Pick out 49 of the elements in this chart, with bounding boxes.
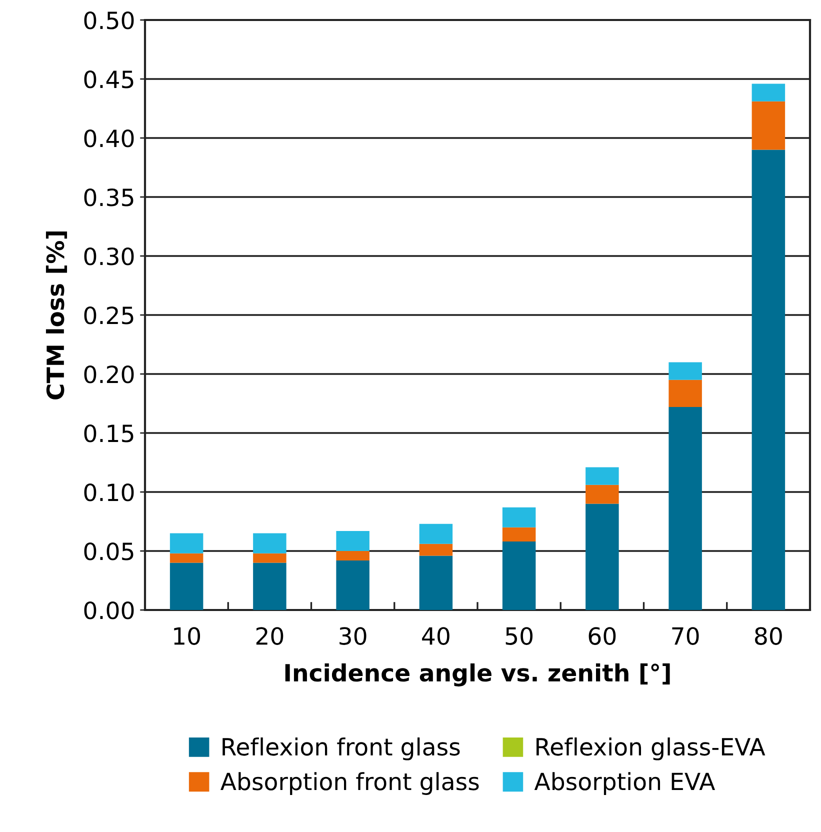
- bar: [668, 362, 702, 380]
- bar: [253, 562, 286, 610]
- x-tick-label: 70: [672, 627, 699, 645]
- bar: [752, 101, 786, 150]
- y-tick-label: 0.50: [84, 11, 134, 30]
- bar: [668, 407, 702, 610]
- bar: [502, 527, 536, 542]
- bar: [253, 533, 286, 554]
- x-tick-label: 30: [340, 627, 366, 645]
- legend-label: Absorption front glass: [220, 772, 479, 795]
- x-tick-label: 60: [588, 627, 616, 645]
- legend-label: Reflexion front glass: [222, 737, 460, 760]
- bar: [752, 84, 786, 102]
- bar: [668, 380, 702, 408]
- x-tick-label: 80: [755, 627, 782, 645]
- y-tick-label: 0.30: [84, 247, 134, 266]
- x-tick-label: 50: [506, 627, 533, 645]
- y-tick-label: 0.05: [84, 542, 134, 560]
- y-tick-label: 0.25: [84, 306, 134, 324]
- y-tick-label: 0.10: [84, 483, 134, 502]
- bar: [502, 507, 536, 528]
- y-tick-label: 0.35: [84, 188, 134, 206]
- bar: [170, 533, 204, 554]
- bar: [336, 530, 370, 551]
- y-tick-label: 0.00: [84, 601, 134, 620]
- bar: [170, 562, 204, 610]
- y-tick-label: 0.20: [84, 365, 134, 384]
- x-tick-label: 10: [174, 627, 200, 645]
- y-tick-label: 0.40: [84, 129, 134, 148]
- bar: [336, 551, 370, 560]
- y-tick-label: 0.15: [84, 424, 134, 442]
- bar: [419, 556, 453, 610]
- bar: [586, 484, 619, 504]
- bar: [253, 553, 286, 563]
- x-tick-label: 20: [256, 627, 284, 645]
- legend-label: Absorption EVA: [534, 772, 716, 795]
- bar: [336, 560, 370, 610]
- bar: [502, 542, 536, 610]
- bar: [170, 553, 204, 563]
- bar: [419, 524, 453, 544]
- y-axis-title: CTM loss [%]: [46, 232, 68, 400]
- x-tick-label: 40: [422, 627, 450, 645]
- y-tick-label: 0.45: [84, 70, 134, 88]
- bar: [586, 467, 619, 485]
- bar: [419, 544, 453, 556]
- x-axis-title: Incidence angle vs. zenith [°]: [285, 663, 670, 686]
- bar: [752, 150, 786, 610]
- legend-label: Reflexion glass-EVA: [536, 737, 766, 760]
- bar: [586, 504, 619, 610]
